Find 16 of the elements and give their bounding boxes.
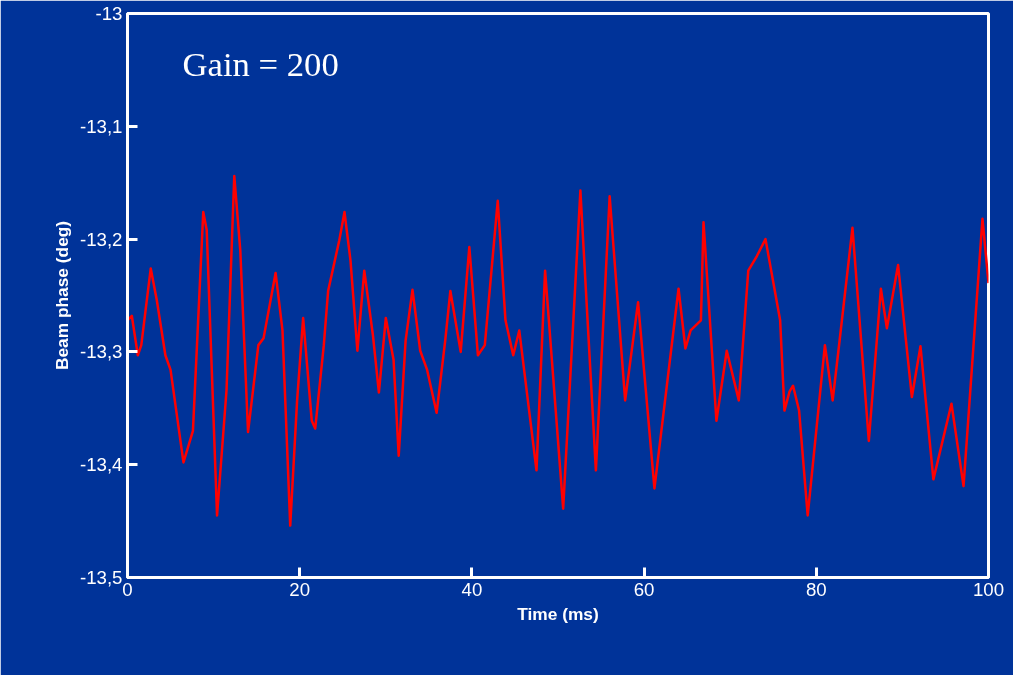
x-tick-label: 80 [805,578,827,600]
y-tick-label: -13,3 [79,341,123,363]
y-tick-label: -13,5 [79,567,123,588]
y-axis-title: Beam phase (deg) [51,220,72,371]
y-tick-label: -13,4 [79,454,123,476]
x-axis-title: Time (ms) [517,603,599,624]
line-series [127,174,989,527]
x-tick-label: 20 [289,578,311,600]
x-tick-label: 40 [461,578,483,600]
annotation: Gain = 200 [182,44,339,83]
x-tick-label: 0 [122,578,133,600]
x-tick-label: 100 [972,578,1005,600]
x-tick-label: 60 [633,578,655,600]
y-tick-label: -13,1 [79,115,123,137]
y-tick-label: -13,2 [79,228,123,250]
y-tick-label: -13 [95,3,123,24]
